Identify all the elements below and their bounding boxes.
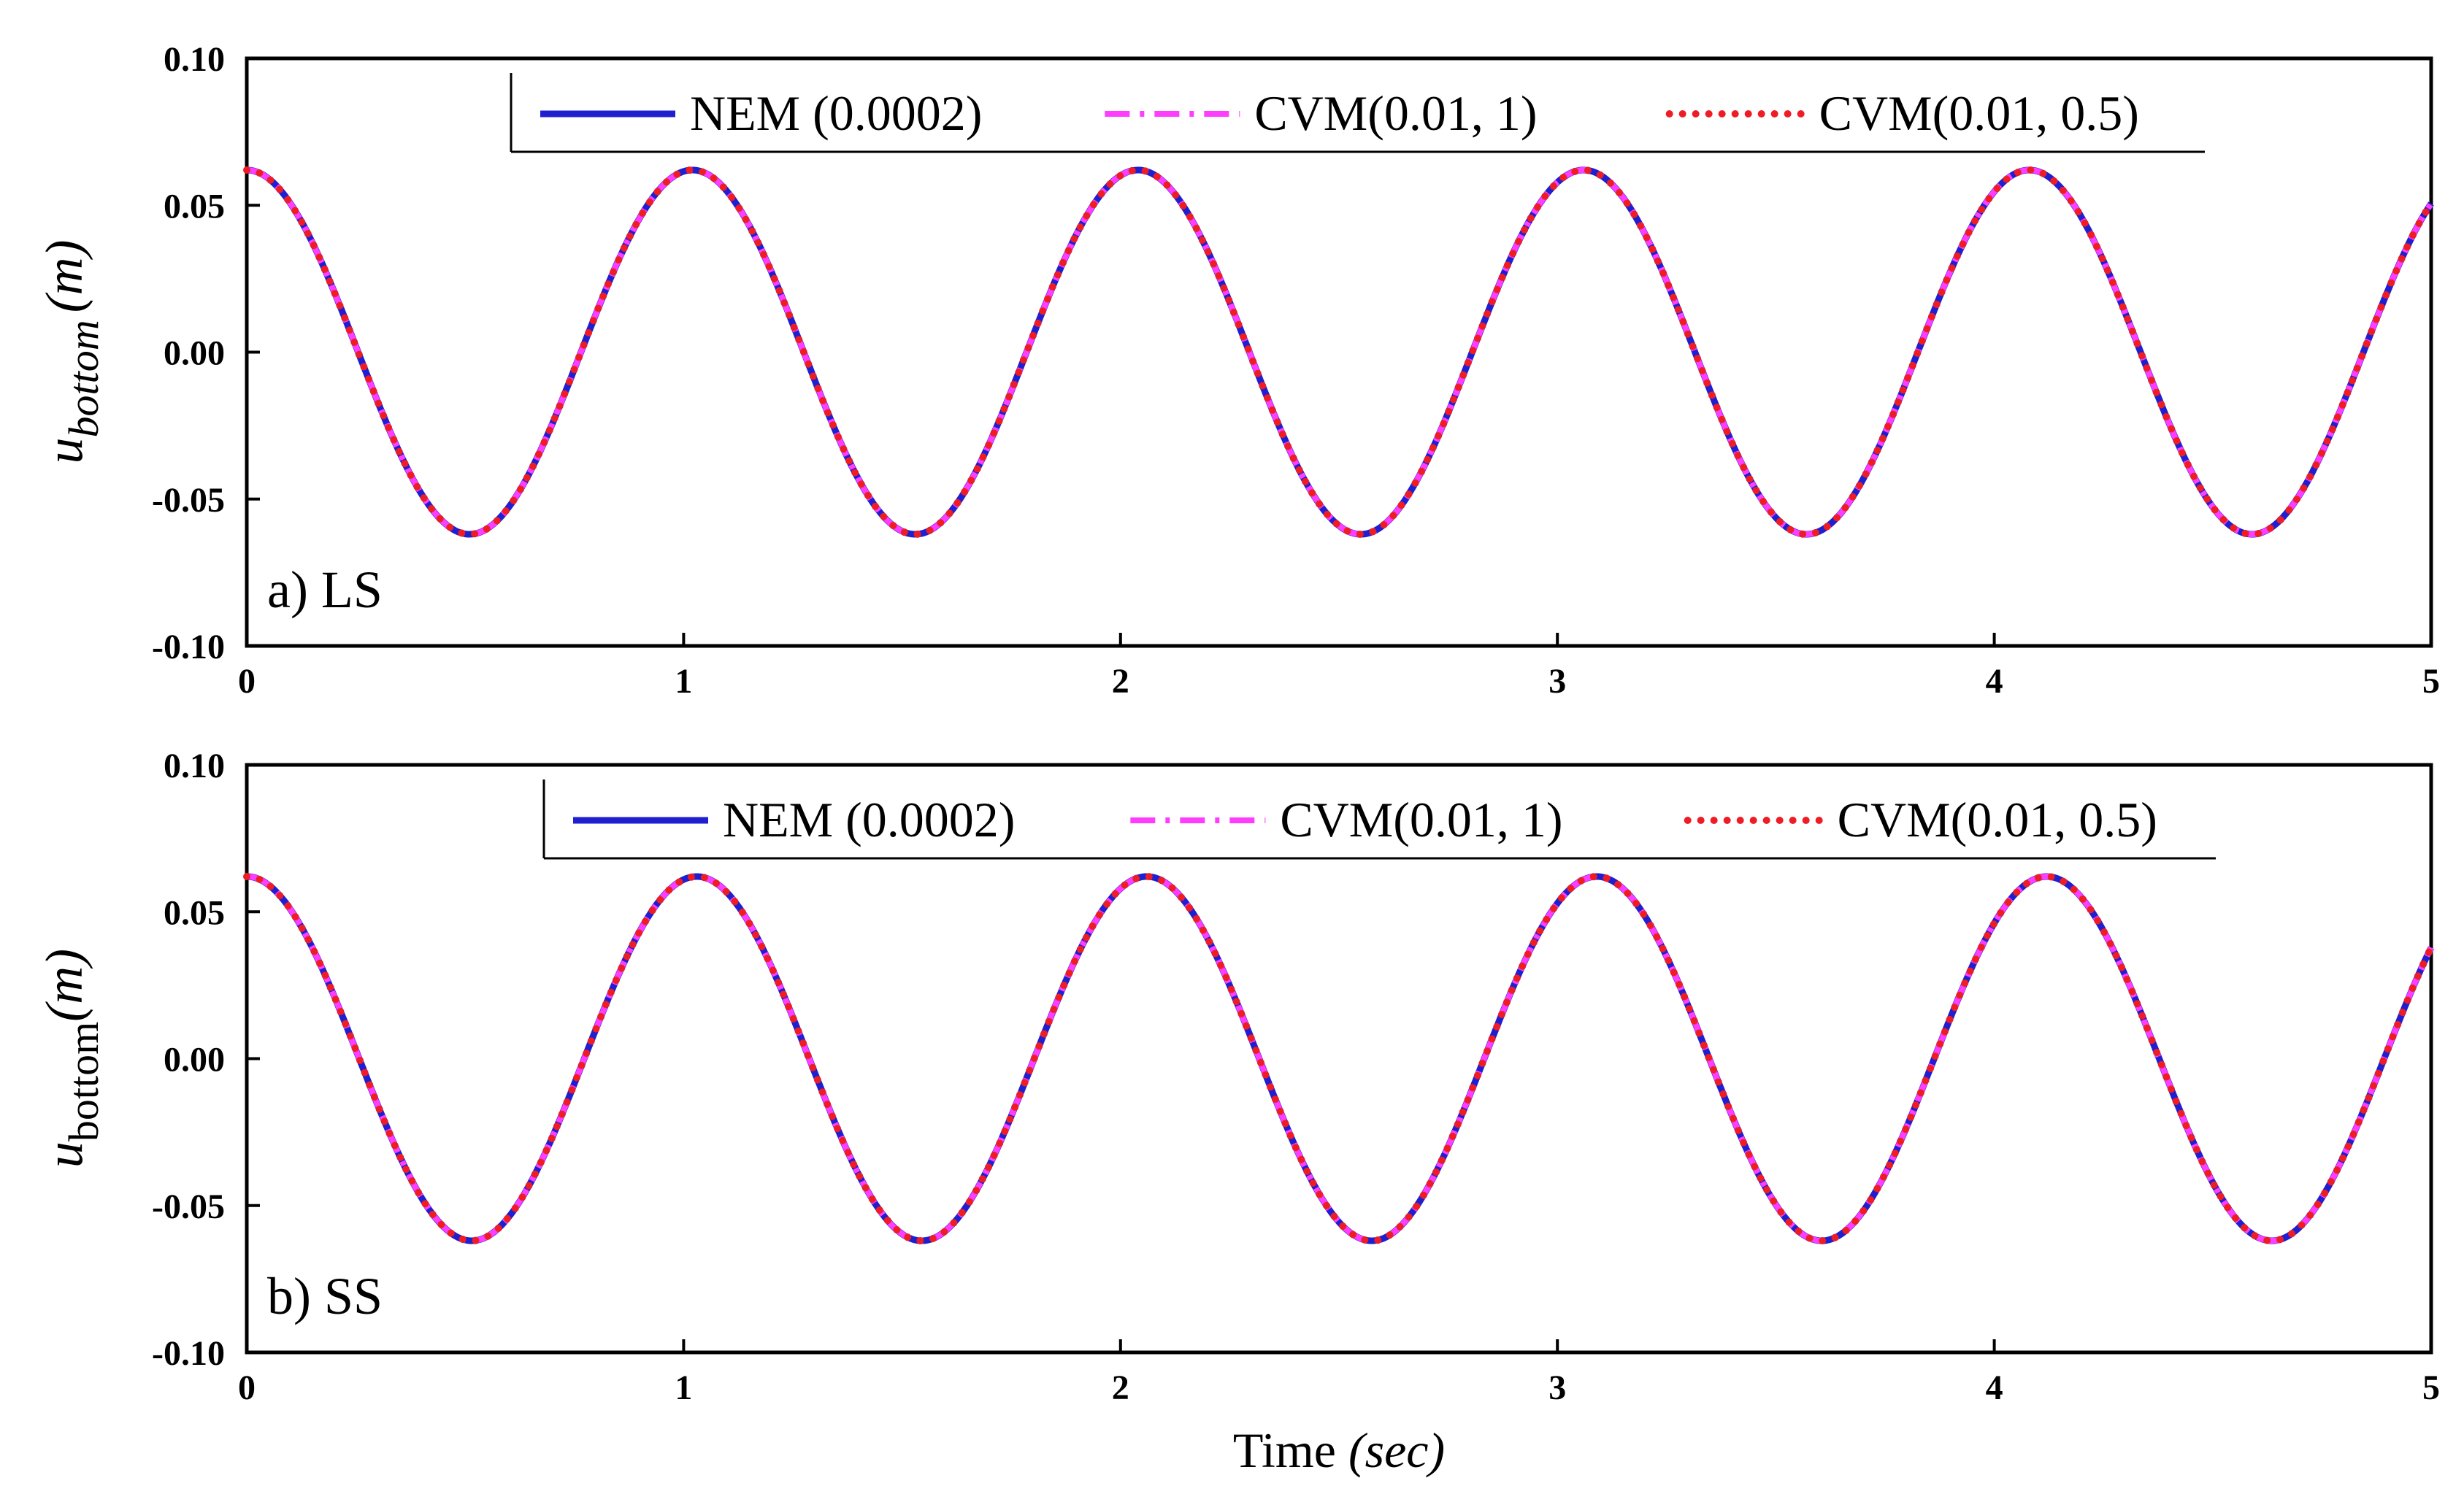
y-tick-label: 0.00 xyxy=(164,334,225,373)
panel-a: 0.10 0.05 0.00 -0.05 -0.10 0 1 2 3 4 5 NEM (0.000… xyxy=(35,40,2440,701)
legend-a: NEM (0.0002) CVM(0.01, 1) CVM(0.01, 0.5) xyxy=(510,73,2205,153)
y-label-main-b: u xyxy=(35,1141,93,1168)
x-tick-label: 2 xyxy=(1112,662,1129,701)
x-tick-label: 0 xyxy=(238,1368,256,1407)
x-label-unit: (sec) xyxy=(1348,1422,1445,1478)
y-label-unit-b: (m) xyxy=(35,949,93,1022)
legend-box xyxy=(544,779,2216,858)
x-tick-label: 4 xyxy=(1986,1368,2003,1407)
x-tick-label: 0 xyxy=(238,662,256,701)
y-tick-label: -0.10 xyxy=(152,1334,225,1373)
y-label-unit-a: (m) xyxy=(35,239,93,312)
x-ticks-b: 0 1 2 3 4 5 xyxy=(238,1339,2440,1407)
panel-b: 0.10 0.05 0.00 -0.05 -0.10 0 1 2 3 4 5 NEM (0.000… xyxy=(35,747,2440,1407)
y-axis-label-b: ubottom(m) xyxy=(35,949,107,1168)
curves-a xyxy=(243,166,2435,538)
y-tick-label: 0.05 xyxy=(164,187,225,226)
y-tick-label: 0.10 xyxy=(164,40,225,79)
legend-label-3: CVM(0.01, 0.5) xyxy=(1838,792,2157,847)
y-tick-label: 0.10 xyxy=(164,747,225,785)
x-tick-label: 5 xyxy=(2422,662,2440,701)
y-label-main-a: u xyxy=(35,438,93,464)
x-label-main: Time xyxy=(1233,1422,1348,1478)
y-tick-label: 0.00 xyxy=(164,1041,225,1079)
curves-b xyxy=(243,873,2435,1244)
x-tick-label: 4 xyxy=(1986,662,2003,701)
y-label-sub-b: bottom xyxy=(60,1022,107,1141)
x-axis-label: Time (sec) xyxy=(1233,1422,1445,1478)
legend-label-3: CVM(0.01, 0.5) xyxy=(1819,85,2139,141)
series-line-3 xyxy=(243,166,2435,538)
y-tick-label: -0.05 xyxy=(152,481,225,520)
y-tick-label: -0.10 xyxy=(152,628,225,666)
x-tick-label: 1 xyxy=(675,662,692,701)
legend-box xyxy=(511,73,2205,152)
series-line-3 xyxy=(243,873,2435,1244)
x-ticks-a: 0 1 2 3 4 5 xyxy=(238,633,2440,701)
legend-label-1: NEM (0.0002) xyxy=(690,85,982,141)
legend-label-2: CVM(0.01, 1) xyxy=(1254,85,1537,141)
y-ticks-b: 0.10 0.05 0.00 -0.05 -0.10 xyxy=(152,747,260,1373)
legend-label-2: CVM(0.01, 1) xyxy=(1280,792,1562,847)
x-tick-label: 5 xyxy=(2422,1368,2440,1407)
x-tick-label: 1 xyxy=(675,1368,692,1407)
y-axis-label-a: ubottom (m) xyxy=(35,239,107,463)
y-tick-label: 0.05 xyxy=(164,893,225,932)
y-ticks-a: 0.10 0.05 0.00 -0.05 -0.10 xyxy=(152,40,260,666)
y-label-sub-a: bottom xyxy=(60,320,107,437)
panel-label-a: a) LS xyxy=(267,561,383,619)
x-tick-label: 3 xyxy=(1548,662,1566,701)
panel-label-b: b) SS xyxy=(267,1267,383,1325)
x-tick-label: 3 xyxy=(1548,1368,1566,1407)
legend-label-1: NEM (0.0002) xyxy=(723,792,1015,847)
x-tick-label: 2 xyxy=(1112,1368,1129,1407)
y-tick-label: -0.05 xyxy=(152,1187,225,1226)
legend-b: NEM (0.0002) CVM(0.01, 1) CVM(0.01, 0.5) xyxy=(542,779,2216,860)
